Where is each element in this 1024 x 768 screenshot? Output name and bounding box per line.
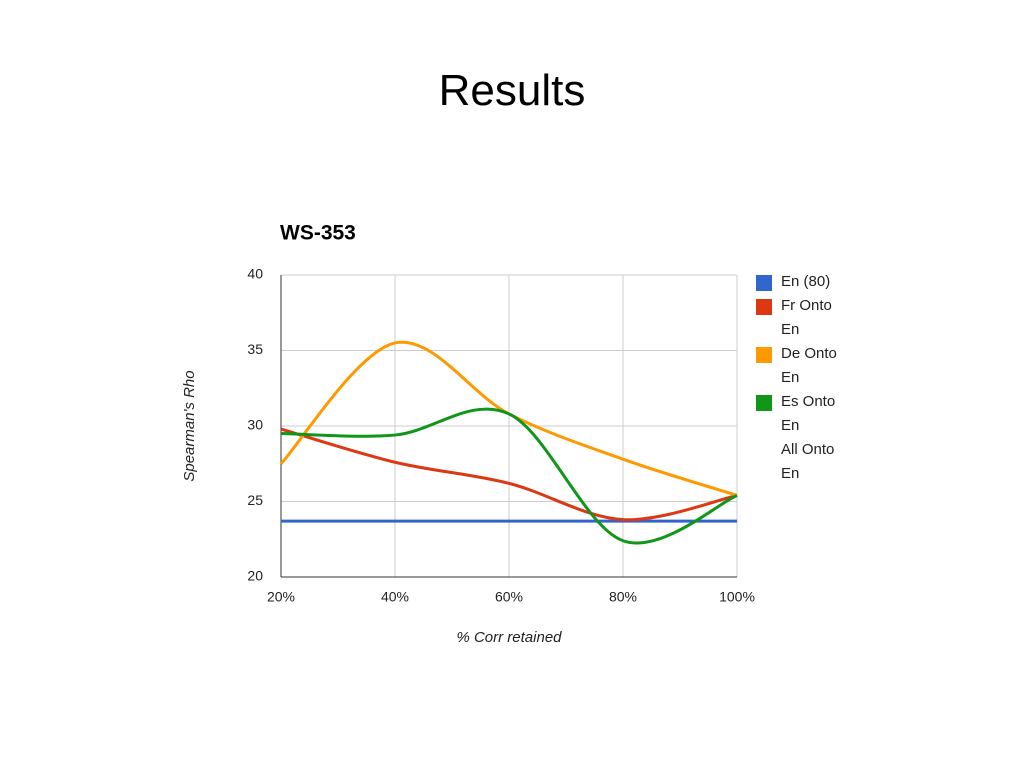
legend-swatch xyxy=(756,395,772,411)
x-tick-label: 60% xyxy=(495,589,523,605)
x-tick-label: 100% xyxy=(719,589,755,605)
legend-swatch xyxy=(756,299,772,315)
legend-swatch xyxy=(756,347,772,363)
legend-item: En (80) xyxy=(756,273,856,294)
legend-label: Fr Onto En xyxy=(781,297,832,338)
y-tick-label: 25 xyxy=(247,492,263,508)
legend-swatch xyxy=(756,275,772,291)
x-tick-label: 80% xyxy=(609,589,637,605)
legend-item: Es Onto En xyxy=(756,393,856,438)
slide-title: Results xyxy=(438,66,586,115)
x-axis-label: % Corr retained xyxy=(456,629,562,646)
legend-item: Fr Onto En xyxy=(756,297,856,342)
y-tick-label: 35 xyxy=(247,341,263,357)
series-line xyxy=(280,407,738,545)
y-tick-label: 20 xyxy=(247,568,263,584)
legend-label: En (80) xyxy=(781,273,831,290)
legend-label: Es Onto En xyxy=(781,393,836,434)
chart-title: WS-353 xyxy=(280,222,356,245)
y-axis-label: Spearman's Rho xyxy=(181,370,198,481)
x-tick-label: 20% xyxy=(267,589,295,605)
legend-label: De Onto En xyxy=(781,345,837,386)
series-line xyxy=(280,427,738,522)
x-tick-label: 40% xyxy=(381,589,409,605)
legend-item: All Onto En xyxy=(756,441,856,486)
legend: En (80) Fr Onto En De Onto En Es Onto En All… xyxy=(756,273,856,490)
legend-item: De Onto En xyxy=(756,345,856,390)
y-tick-label: 30 xyxy=(247,417,263,433)
legend-label: All Onto En xyxy=(781,441,835,482)
legend-swatch xyxy=(756,443,772,459)
y-tick-label: 40 xyxy=(247,266,263,282)
series-line xyxy=(279,340,738,497)
